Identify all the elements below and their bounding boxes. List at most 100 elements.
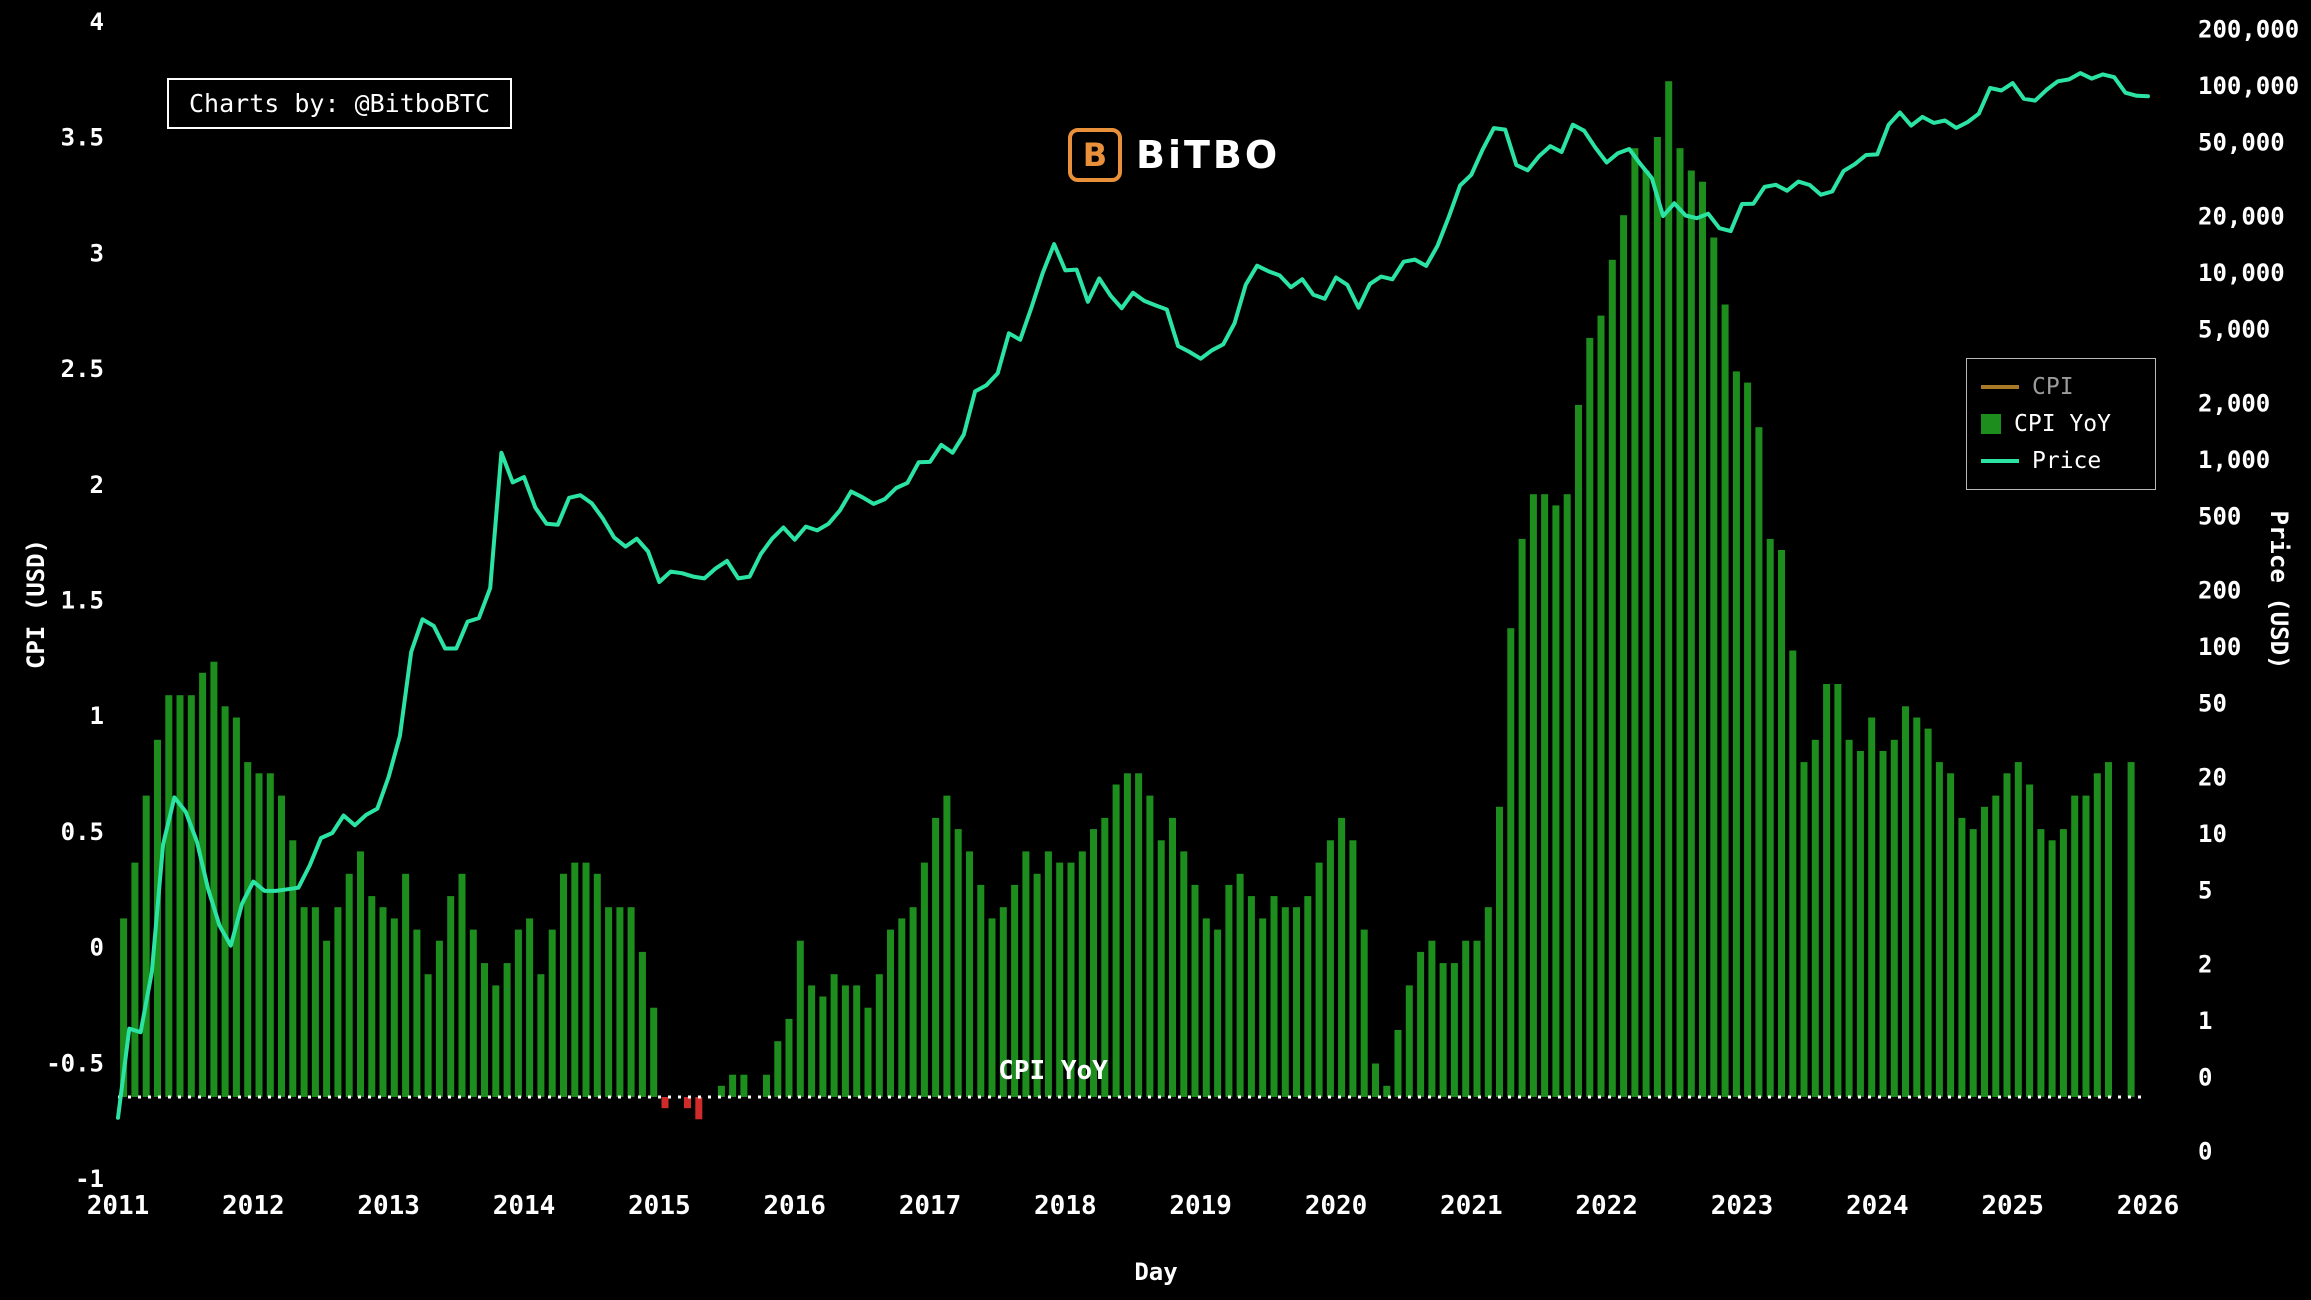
cpi-yoy-bar	[2048, 840, 2056, 1097]
cpi-yoy-bar	[1281, 907, 1289, 1097]
cpi-yoy-bar	[368, 896, 376, 1097]
x-axis-tick: 2025	[1981, 1191, 2044, 1221]
cpi-yoy-bar	[1665, 81, 1673, 1097]
cpi-yoy-bar	[2059, 829, 2067, 1097]
cpi-yoy-bar	[1191, 884, 1199, 1097]
cpi-yoy-bar	[447, 896, 455, 1097]
cpi-yoy-bar	[1056, 862, 1064, 1097]
cpi-yoy-bar	[920, 862, 928, 1097]
cpi-yoy-bar	[1450, 963, 1458, 1098]
cpi-yoy-bar	[1383, 1085, 1391, 1097]
y-right-tick: 100	[2198, 633, 2241, 661]
cpi-yoy-bar	[1924, 728, 1932, 1097]
cpi-yoy-bar	[199, 672, 207, 1097]
cpi-yoy-bar	[1394, 1030, 1402, 1097]
cpi-yoy-bar	[1879, 751, 1887, 1097]
y-left-tick: 3.5	[61, 124, 104, 152]
y-right-tick: 1	[2198, 1007, 2212, 1035]
cpi-yoy-bar	[695, 1097, 703, 1120]
cpi-yoy-bar	[1326, 840, 1334, 1097]
x-axis-tick: 2019	[1169, 1191, 1232, 1221]
cpi-yoy-bar	[1518, 538, 1526, 1097]
cpi-yoy-bar	[796, 940, 804, 1097]
cpi-yoy-bar	[605, 907, 613, 1097]
cpi-yoy-bar	[1439, 963, 1447, 1098]
cpi-yoy-bar	[469, 929, 477, 1097]
x-axis-tick: 2024	[1846, 1191, 1909, 1221]
y-right-tick: 2	[2198, 951, 2212, 979]
cpi-yoy-bar	[1090, 829, 1097, 1097]
cpi-yoy-bar	[898, 918, 906, 1097]
y-left-tick: 2.5	[61, 355, 104, 383]
cpi-yoy-bar	[1642, 170, 1650, 1097]
cpi-yoy-bar	[593, 873, 601, 1098]
cpi-yoy-bar	[1157, 840, 1165, 1097]
cpi-yoy-bar	[526, 918, 534, 1097]
cpi-yoy-bar	[1496, 806, 1503, 1097]
legend-item-price[interactable]: Price	[1981, 448, 2155, 474]
cpi-yoy-bar	[1823, 684, 1831, 1097]
cpi-yoy-bar	[571, 862, 579, 1097]
legend-label-cpi-yoy: CPI YoY	[2014, 411, 2111, 437]
cpi-yoy-bar	[763, 1074, 770, 1097]
legend-item-cpi[interactable]: CPI	[1981, 374, 2155, 400]
cpi-yoy-bar	[1372, 1063, 1379, 1097]
cpi-yoy-bar	[887, 929, 894, 1097]
cpi-yoy-bar	[244, 762, 252, 1097]
cpi-yoy-bar	[1247, 896, 1255, 1097]
cpi-yoy-box-swatch-icon	[1981, 414, 2001, 434]
y-right-tick: 0	[2198, 1138, 2212, 1166]
y-left-tick: 1	[90, 702, 104, 730]
cpi-yoy-bar	[1992, 795, 2000, 1097]
cpi-yoy-bar	[1135, 773, 1143, 1097]
cpi-yoy-bar	[210, 661, 218, 1097]
cpi-yoy-bar	[1529, 494, 1537, 1097]
y-right-tick: 10	[2198, 820, 2227, 848]
cpi-yoy-bar	[1800, 762, 1808, 1097]
cpi-yoy-bar	[300, 907, 308, 1097]
cpi-yoy-bar	[142, 795, 150, 1097]
cpi-yoy-bar	[1856, 751, 1864, 1097]
price-line	[116, 71, 2150, 1120]
cpi-yoy-bar	[1180, 851, 1188, 1097]
y-right-tick: 5	[2198, 876, 2212, 904]
cpi-yoy-bar	[1969, 829, 1977, 1097]
y-right-tick: 500	[2198, 502, 2241, 530]
cpi-yoy-bar	[1112, 784, 1120, 1098]
cpi-yoy-bar	[165, 695, 173, 1098]
cpi-yoy-bar	[909, 907, 917, 1097]
cpi-yoy-bar	[740, 1074, 748, 1097]
x-axis-tick: 2022	[1575, 1191, 1638, 1221]
x-axis-tick: 2017	[899, 1191, 962, 1221]
cpi-yoy-bar	[1958, 817, 1966, 1097]
cpi-yoy-bar	[1676, 148, 1684, 1097]
cpi-yoy-bar	[1890, 739, 1898, 1097]
cpi-yoy-bar	[1304, 896, 1312, 1097]
cpi-yoy-bar	[650, 1007, 658, 1097]
cpi-yoy-bar	[819, 996, 827, 1097]
legend-item-cpi-yoy[interactable]: CPI YoY	[1981, 411, 2155, 437]
cpi-yoy-bar	[2093, 773, 2101, 1097]
cpi-yoy-bar	[875, 974, 883, 1097]
y-left-tick: -0.5	[46, 1049, 104, 1077]
cpi-yoy-bar	[1214, 929, 1222, 1097]
cpi-yoy-bar	[402, 873, 410, 1098]
cpi-yoy-bar	[503, 963, 511, 1098]
cpi-yoy-bar	[424, 974, 432, 1097]
y-left-tick: 0.5	[61, 818, 104, 846]
cpi-yoy-bar	[1868, 717, 1876, 1097]
cpi-yoy-bar	[2127, 762, 2135, 1097]
cpi-yoy-bar	[357, 851, 364, 1097]
cpi-yoy-bar	[560, 873, 567, 1098]
cpi-yoy-bar	[1563, 494, 1571, 1097]
cpi-yoy-bar	[131, 862, 139, 1097]
y-right-tick: 2,000	[2198, 390, 2270, 418]
cpi-yoy-bar	[661, 1097, 669, 1109]
cpi-yoy-bar	[1631, 148, 1639, 1097]
cpi-yoy-bar	[1597, 315, 1605, 1098]
cpi-yoy-bar	[966, 851, 973, 1097]
cpi-yoy-bar	[514, 929, 522, 1097]
y-left-tick: -1	[75, 1165, 104, 1193]
y-right-tick: 100,000	[2198, 72, 2299, 100]
